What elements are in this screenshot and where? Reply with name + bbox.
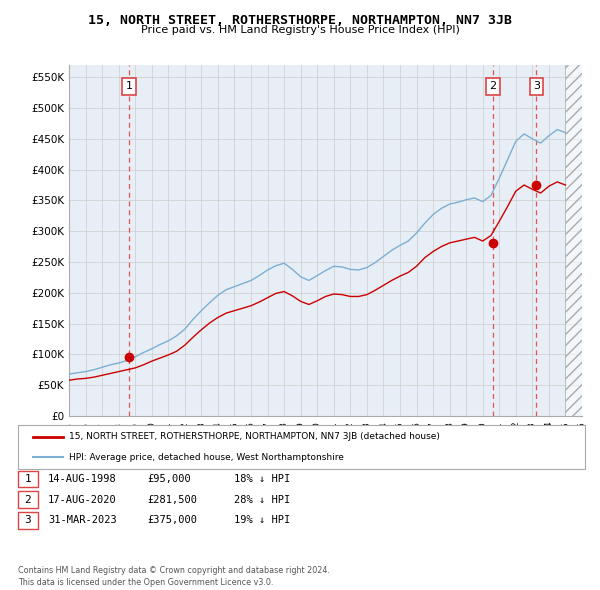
Text: 15, NORTH STREET, ROTHERSTHORPE, NORTHAMPTON, NN7 3JB (detached house): 15, NORTH STREET, ROTHERSTHORPE, NORTHAM… [69,432,440,441]
Text: Contains HM Land Registry data © Crown copyright and database right 2024.
This d: Contains HM Land Registry data © Crown c… [18,566,330,587]
Text: 2: 2 [25,495,31,504]
Text: £281,500: £281,500 [147,495,197,504]
Text: 3: 3 [25,516,31,525]
Text: 19% ↓ HPI: 19% ↓ HPI [234,516,290,525]
Text: 3: 3 [533,81,540,91]
Text: 1: 1 [25,474,31,484]
Text: 14-AUG-1998: 14-AUG-1998 [48,474,117,484]
Text: 1: 1 [125,81,133,91]
Text: 18% ↓ HPI: 18% ↓ HPI [234,474,290,484]
Text: £375,000: £375,000 [147,516,197,525]
Text: 17-AUG-2020: 17-AUG-2020 [48,495,117,504]
Text: 31-MAR-2023: 31-MAR-2023 [48,516,117,525]
Text: 15, NORTH STREET, ROTHERSTHORPE, NORTHAMPTON, NN7 3JB: 15, NORTH STREET, ROTHERSTHORPE, NORTHAM… [88,14,512,27]
Text: Price paid vs. HM Land Registry's House Price Index (HPI): Price paid vs. HM Land Registry's House … [140,25,460,35]
Bar [565,59,582,416]
Text: 2: 2 [490,81,497,91]
Bar [565,59,582,416]
Text: £95,000: £95,000 [147,474,191,484]
Text: HPI: Average price, detached house, West Northamptonshire: HPI: Average price, detached house, West… [69,453,344,461]
Text: 28% ↓ HPI: 28% ↓ HPI [234,495,290,504]
